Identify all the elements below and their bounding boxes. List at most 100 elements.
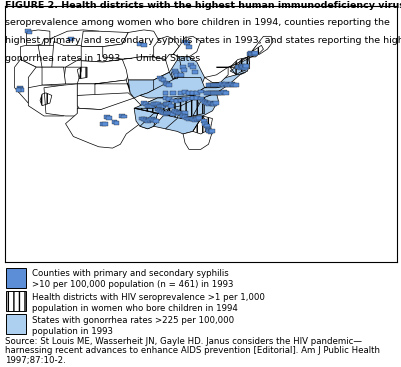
Bar [139, 117, 145, 120]
Bar [182, 115, 188, 119]
Polygon shape [217, 62, 246, 67]
Bar [252, 51, 258, 55]
Bar [155, 102, 160, 106]
Bar [149, 104, 155, 108]
Bar [200, 99, 206, 102]
Bar [104, 115, 109, 119]
Polygon shape [77, 93, 134, 110]
Polygon shape [103, 30, 160, 59]
Bar [182, 90, 188, 94]
Bar [194, 117, 200, 121]
Polygon shape [42, 67, 65, 85]
Bar [204, 101, 209, 105]
Bar [162, 96, 168, 100]
Polygon shape [28, 85, 64, 116]
Polygon shape [205, 67, 228, 83]
Bar [18, 88, 24, 92]
Bar [145, 119, 151, 123]
Bar [192, 118, 198, 122]
Bar [192, 70, 198, 74]
Bar [119, 114, 125, 118]
Bar [158, 104, 164, 108]
Bar [247, 52, 253, 56]
Bar [174, 110, 180, 114]
Bar [170, 112, 176, 116]
Text: Source: St Louis ME, Wasserheit JN, Gayle HD. Janus considers the HIV pandemic—: Source: St Louis ME, Wasserheit JN, Gayl… [5, 337, 362, 346]
Bar [172, 69, 178, 73]
Bar [211, 91, 217, 95]
Polygon shape [122, 57, 169, 80]
Polygon shape [193, 93, 218, 116]
Polygon shape [169, 57, 189, 88]
Polygon shape [77, 80, 130, 95]
Bar [141, 101, 147, 105]
Bar [178, 99, 184, 102]
Bar [158, 77, 164, 81]
Bar [151, 102, 157, 106]
Bar [204, 124, 209, 128]
Bar [137, 42, 143, 46]
Bar [164, 102, 170, 106]
Bar [198, 97, 204, 101]
Bar [102, 122, 107, 126]
Bar [158, 110, 164, 114]
Bar [182, 40, 188, 43]
Polygon shape [52, 41, 93, 67]
Polygon shape [26, 30, 50, 46]
Bar [240, 65, 246, 69]
Text: seroprevalence among women who bore children in 1994, counties reporting the: seroprevalence among women who bore chil… [5, 18, 390, 28]
Bar [162, 112, 168, 116]
Bar [235, 65, 241, 69]
Bar [186, 117, 192, 121]
Bar [202, 122, 208, 126]
Bar [168, 112, 174, 115]
Polygon shape [173, 36, 201, 57]
Bar [166, 97, 172, 101]
Polygon shape [193, 83, 232, 98]
Polygon shape [154, 36, 179, 59]
Bar [100, 122, 106, 126]
Bar [160, 104, 166, 108]
Polygon shape [14, 59, 36, 103]
Bar [182, 97, 188, 101]
Polygon shape [20, 46, 50, 67]
Bar [194, 91, 200, 95]
Bar [211, 102, 217, 106]
Text: >10 per 100,000 population (n = 461) in 1993: >10 per 100,000 population (n = 461) in … [32, 280, 234, 289]
Text: 1997;87:10-2.: 1997;87:10-2. [5, 356, 65, 365]
Bar [208, 101, 213, 105]
Bar [215, 83, 221, 87]
Bar [249, 52, 255, 56]
Bar [141, 117, 147, 121]
Bar [143, 102, 149, 106]
Text: States with gonorrhea rates >225 per 100,000: States with gonorrhea rates >225 per 100… [32, 316, 234, 325]
Bar [209, 130, 215, 133]
Bar [204, 91, 209, 95]
Bar [162, 91, 168, 95]
Bar [153, 119, 158, 123]
Polygon shape [140, 77, 205, 98]
Bar [181, 68, 187, 72]
Bar [221, 90, 227, 94]
Polygon shape [64, 67, 95, 84]
Bar [231, 83, 237, 87]
Bar [223, 82, 229, 86]
Bar [16, 88, 22, 92]
Polygon shape [134, 98, 169, 113]
Bar [6, 314, 26, 334]
Polygon shape [230, 47, 259, 67]
Bar [213, 83, 219, 87]
Bar [201, 119, 207, 123]
Text: harnessing recent advances to enhance AIDS prevention [Editorial]. Am J Public H: harnessing recent advances to enhance AI… [5, 346, 380, 356]
Bar [141, 43, 147, 47]
Bar [202, 100, 208, 104]
Bar [206, 91, 211, 95]
Bar [190, 91, 196, 95]
Bar [178, 73, 184, 77]
Text: population in women who bore children in 1994: population in women who bore children in… [32, 304, 238, 313]
Bar [17, 86, 22, 90]
Bar [178, 91, 184, 95]
Bar [184, 41, 190, 45]
Bar [206, 128, 211, 132]
Text: gonorrhea rates in 1993 — United States: gonorrhea rates in 1993 — United States [5, 54, 200, 63]
